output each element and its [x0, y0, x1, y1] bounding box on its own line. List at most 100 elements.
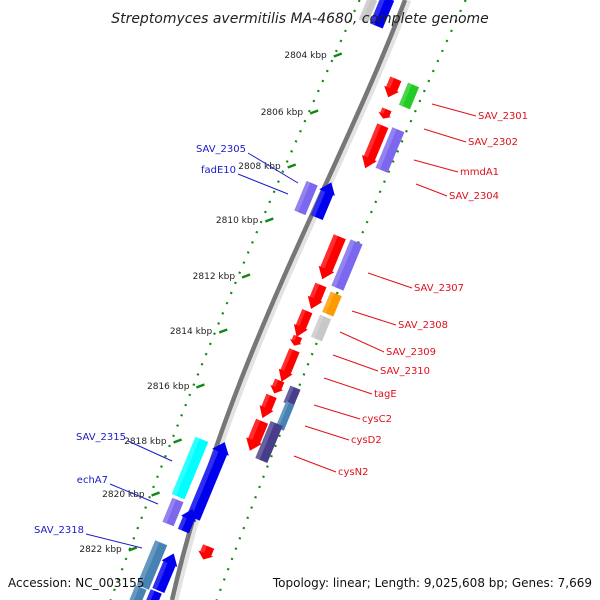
leader-line	[431, 103, 477, 117]
tick-label: 2818 kbp	[124, 437, 167, 447]
gene-label-forward[interactable]: SAV_2301	[478, 111, 528, 122]
leader-line	[85, 533, 143, 549]
gene-arrow	[177, 508, 196, 534]
gene-arrow-shade	[248, 418, 261, 440]
leader-line	[367, 272, 413, 289]
gene-label-forward[interactable]: cysN2	[338, 467, 368, 478]
gene-arrow	[318, 234, 346, 280]
tick-mark	[128, 546, 138, 552]
gene-label-reverse[interactable]: fadE10	[201, 165, 236, 176]
gene-features	[129, 0, 420, 600]
gene-label-reverse[interactable]: SAV_2318	[34, 525, 84, 536]
gene-block-body	[162, 497, 184, 527]
leader-line	[127, 440, 173, 462]
gene-arrow-body	[186, 442, 229, 521]
tick-mark	[218, 328, 228, 334]
gene-label-reverse[interactable]: SAV_2305	[196, 144, 246, 155]
gene-arrow	[307, 282, 327, 309]
gene-block-body	[375, 127, 405, 173]
gene-label-forward[interactable]: SAV_2304	[449, 191, 499, 202]
gene-arrow	[152, 553, 178, 593]
tick-label: 2806 kbp	[261, 108, 304, 118]
tick-label: 2808 kbp	[238, 162, 281, 172]
gene-arrow	[289, 334, 303, 346]
gene-block-body	[255, 421, 283, 463]
gene-block	[275, 401, 295, 431]
gene-block	[146, 589, 162, 600]
gene-block-body	[331, 239, 363, 291]
gene-block	[310, 314, 332, 342]
gene-label-forward[interactable]: SAV_2307	[414, 283, 464, 294]
gene-arrow-shade	[186, 449, 219, 518]
gene-arrow-shade	[291, 334, 297, 341]
gene-block	[129, 585, 147, 600]
gene-block-body	[283, 385, 301, 407]
gene-block	[375, 127, 405, 173]
accession-text: Accession: NC_003155	[8, 576, 144, 590]
gene-arrow-shade	[272, 378, 279, 388]
gene-block	[331, 239, 363, 291]
gene-block-shade	[375, 127, 397, 170]
gene-arrow	[259, 393, 277, 419]
tick-label: 2812 kbp	[193, 272, 236, 282]
tick-mark	[287, 163, 297, 169]
gene-arrow-shade	[261, 393, 271, 408]
gene-arrow	[310, 182, 335, 220]
gene-block-shade	[171, 436, 200, 496]
gene-labels: SAV_2301 SAV_2302 mmdA1 SAV_2304 SAV_2307 SAV…	[34, 111, 528, 536]
gene-block-shade	[331, 239, 355, 288]
tick-label: 2820 kbp	[102, 490, 145, 500]
gene-label-forward[interactable]: SAV_2302	[468, 137, 518, 148]
leader-line	[304, 425, 350, 441]
gene-block	[294, 180, 318, 216]
gene-block	[283, 385, 301, 407]
gene-block-shade	[275, 401, 290, 429]
gene-arrow	[270, 378, 285, 394]
guide-left-track	[109, 0, 361, 600]
gene-arrow-body	[246, 418, 269, 451]
gene-block-shade	[162, 497, 177, 524]
gene-arrow	[186, 442, 229, 521]
gene-block-top-body	[369, 0, 395, 29]
gene-arrow-body	[278, 348, 300, 382]
gene-arrow	[198, 544, 215, 560]
gene-arrow-shade	[320, 234, 338, 269]
gene-label-forward[interactable]: cysC2	[362, 414, 392, 425]
gene-block	[398, 82, 420, 110]
leader-line	[332, 354, 379, 372]
gene-arrow	[293, 309, 313, 337]
gene-label-forward[interactable]: tagE	[374, 389, 397, 400]
tick-label: 2814 kbp	[170, 327, 213, 337]
tick-label: 2804 kbp	[284, 51, 327, 61]
tick-mark	[151, 491, 161, 497]
leader-line	[413, 159, 459, 173]
gene-arrow-body	[378, 107, 392, 119]
gene-label-forward[interactable]: mmdA1	[460, 167, 499, 178]
gene-label-forward[interactable]: SAV_2309	[386, 347, 436, 358]
gene-label-reverse[interactable]: SAV_2315	[76, 432, 126, 443]
tick-mark	[264, 217, 274, 223]
gene-arrow-shade	[380, 107, 386, 114]
gene-block-shade	[398, 82, 412, 107]
gene-label-reverse[interactable]: echA7	[77, 475, 108, 486]
gene-label-forward[interactable]: cysD2	[351, 435, 382, 446]
gene-block	[255, 421, 283, 463]
gene-block-body	[294, 180, 318, 216]
gene-arrow-shade	[310, 190, 326, 217]
gene-block-body	[275, 401, 295, 431]
gene-arrow-body	[310, 182, 335, 220]
gene-arrow	[378, 107, 392, 119]
tick-mark	[309, 109, 319, 115]
gene-arrow-body	[362, 123, 389, 169]
gene-block-body	[129, 585, 147, 600]
gene-block-body	[146, 589, 162, 600]
gene-label-forward[interactable]: SAV_2310	[380, 366, 430, 377]
gene-block-top-gray-shade	[358, 0, 371, 21]
tick-label: 2810 kbp	[216, 216, 259, 226]
gene-label-forward[interactable]: SAV_2308	[398, 320, 448, 331]
gene-block-body	[136, 540, 168, 590]
tick-mark	[241, 273, 251, 279]
gene-arrow-body	[152, 553, 178, 593]
gene-arrow-shade	[200, 544, 207, 553]
